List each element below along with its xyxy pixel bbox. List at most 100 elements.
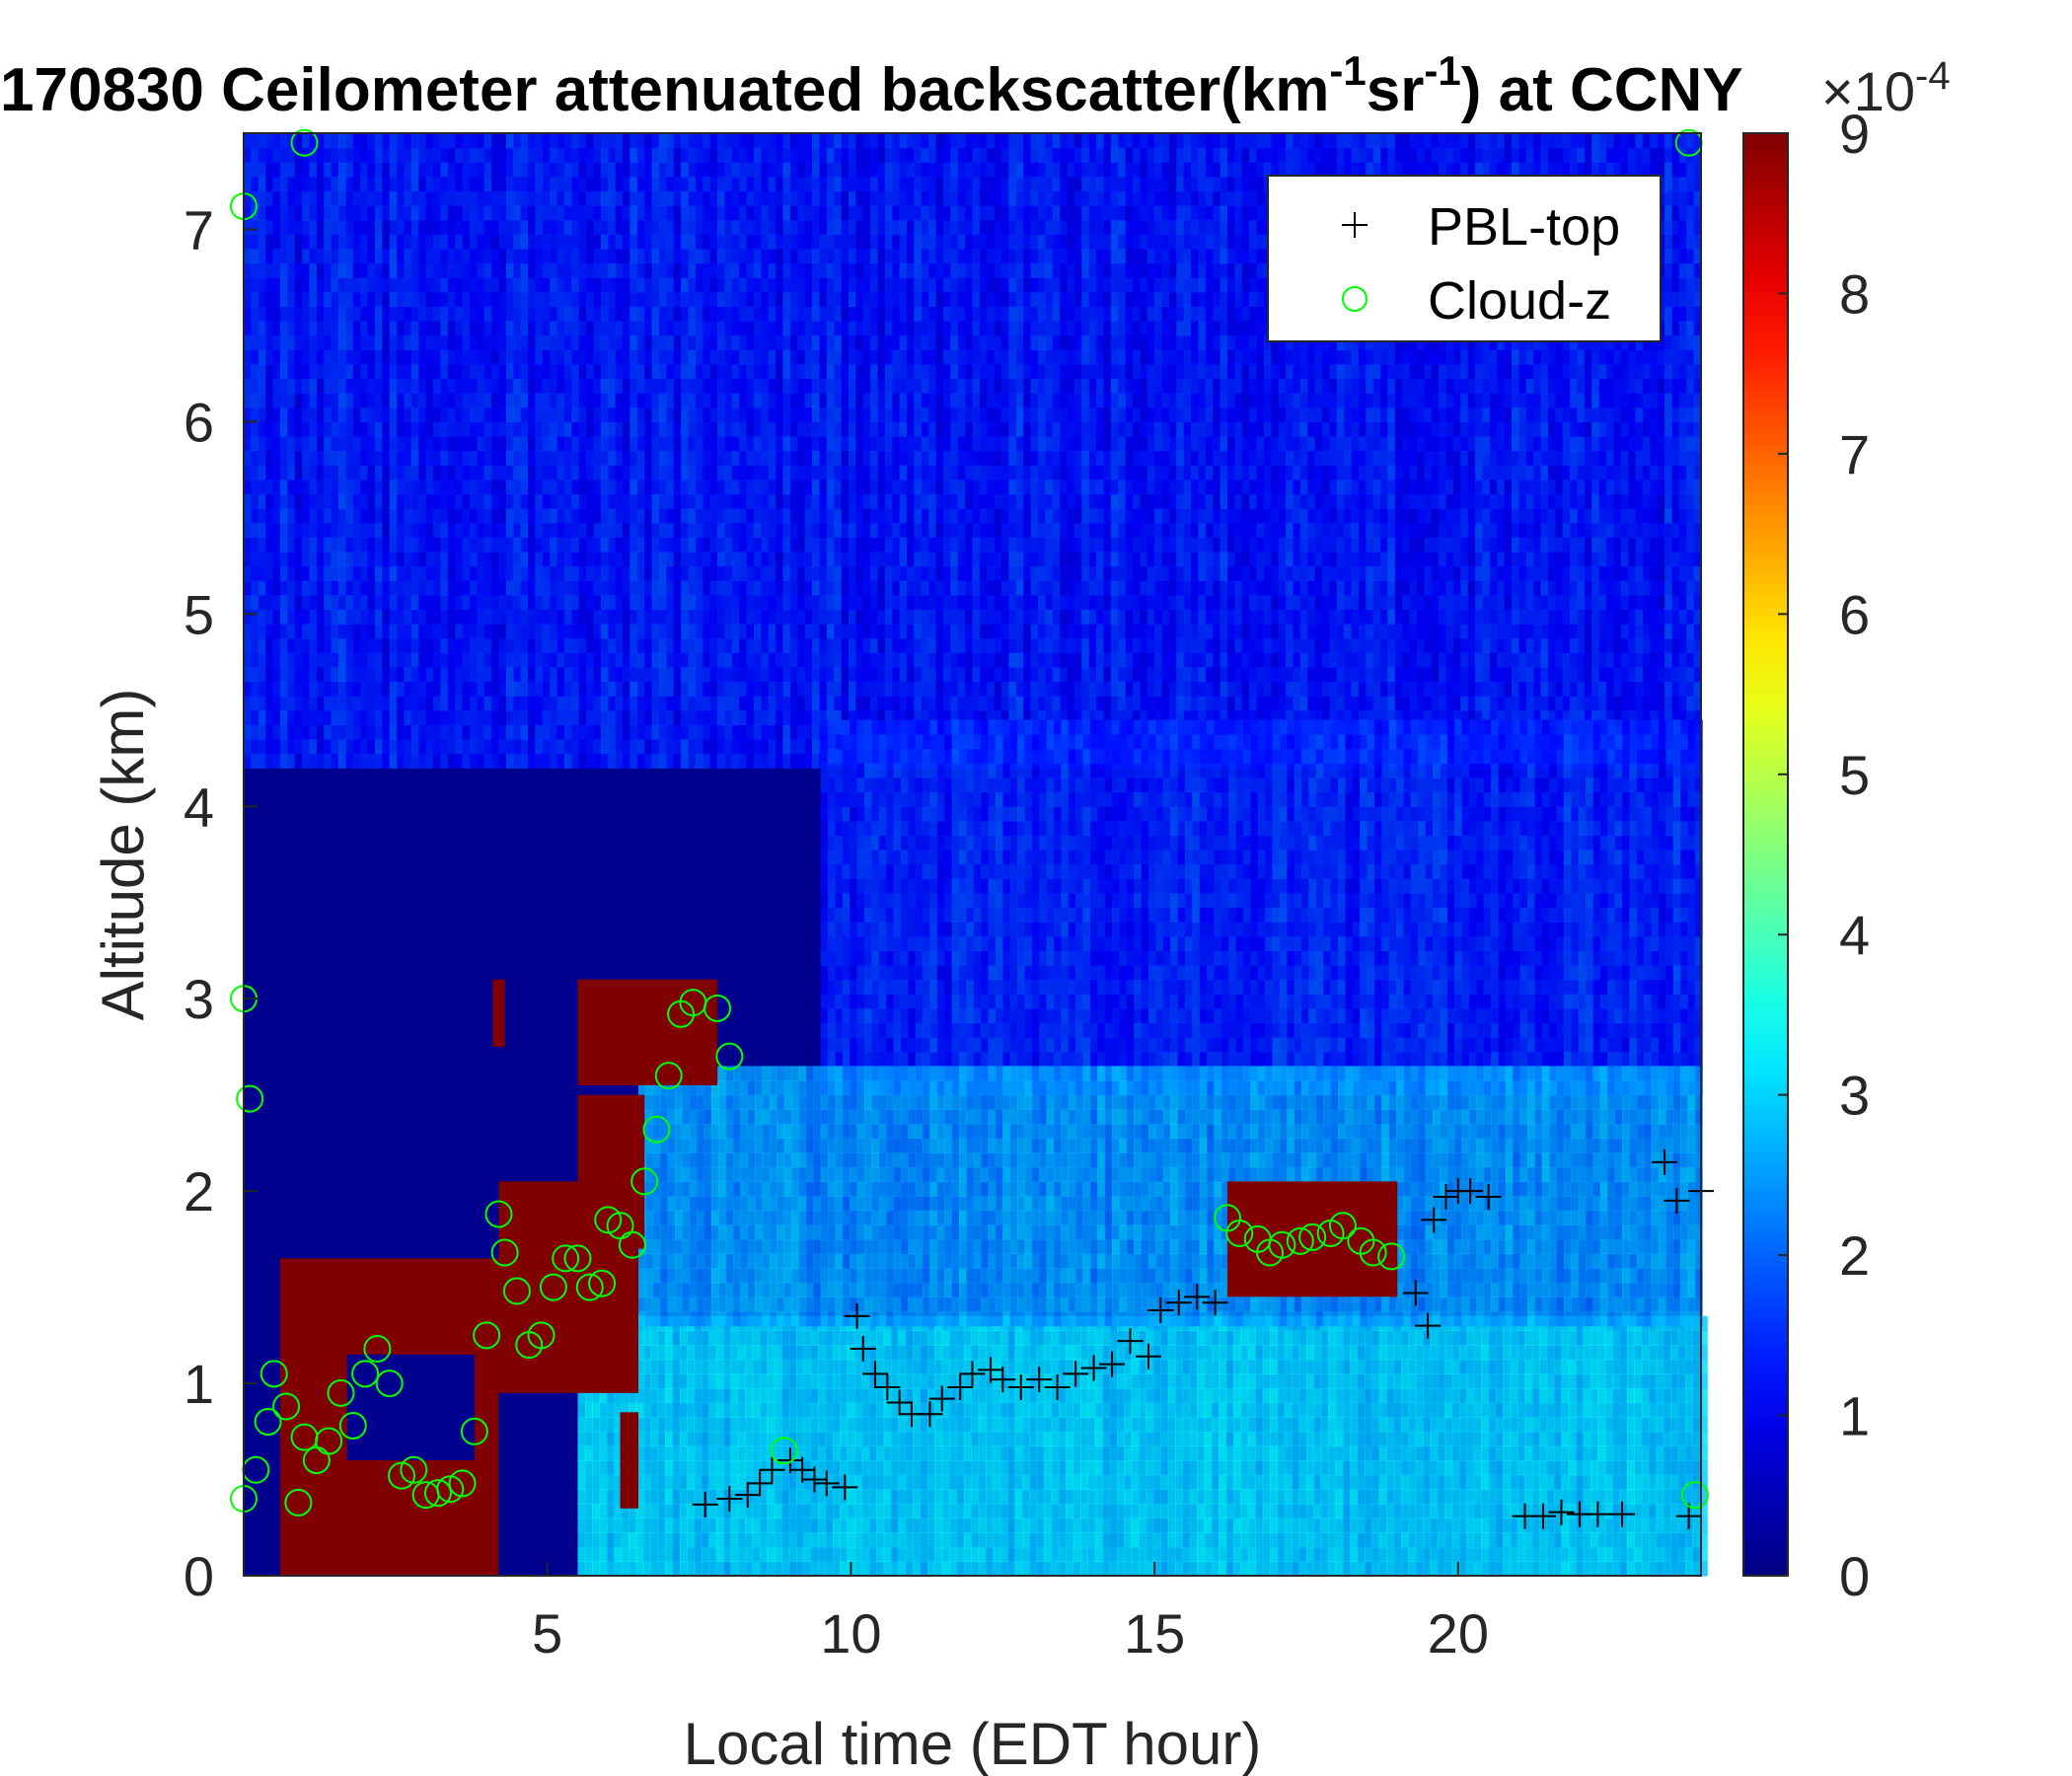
heatmap-cell xyxy=(397,637,406,653)
heatmap-cell xyxy=(812,594,820,610)
heatmap-cell xyxy=(979,378,988,394)
heatmap-cell xyxy=(556,580,565,596)
heatmap-cell xyxy=(1045,537,1054,553)
heatmap-cell xyxy=(1052,552,1061,567)
heatmap-cell xyxy=(703,349,711,365)
heatmap-cell xyxy=(571,363,580,380)
heatmap-cell xyxy=(563,249,572,264)
heatmap-cell xyxy=(397,277,406,293)
heatmap-cell xyxy=(644,479,653,495)
heatmap-cell xyxy=(1008,508,1017,524)
heatmap-cell xyxy=(965,147,974,163)
heatmap-cell xyxy=(1052,709,1061,725)
heatmap-cell xyxy=(812,176,820,192)
heatmap-cell xyxy=(244,709,252,725)
heatmap-cell xyxy=(695,334,703,350)
heatmap-cell xyxy=(834,378,843,394)
heatmap-cell xyxy=(666,537,675,553)
heatmap-cell xyxy=(615,508,624,524)
heatmap-cell xyxy=(907,334,915,350)
heatmap-cell xyxy=(345,537,354,553)
heatmap-cell xyxy=(578,219,587,235)
heatmap-cell xyxy=(841,262,850,278)
heatmap-cell xyxy=(374,407,383,422)
heatmap-cell xyxy=(556,624,565,639)
heatmap-cell xyxy=(972,334,981,350)
heatmap-cell xyxy=(724,465,733,481)
heatmap-cell xyxy=(819,176,828,192)
heatmap-cell xyxy=(279,724,288,740)
heatmap-cell xyxy=(258,321,266,336)
heatmap-cell xyxy=(440,393,449,408)
heatmap-cell xyxy=(782,133,791,149)
heatmap-cell xyxy=(528,147,536,163)
heatmap-cell xyxy=(892,205,901,221)
heatmap-cell xyxy=(921,666,929,683)
heatmap-cell xyxy=(367,652,376,668)
heatmap-cell xyxy=(673,666,682,683)
heatmap-cell xyxy=(498,147,507,163)
heatmap-cell xyxy=(797,552,806,567)
heatmap-cell xyxy=(374,291,383,307)
heatmap-cell xyxy=(309,450,318,466)
heatmap-cell xyxy=(556,465,565,481)
heatmap-cell xyxy=(629,363,638,380)
heatmap-cell xyxy=(528,465,536,481)
heatmap-cell xyxy=(943,522,951,538)
heatmap-cell xyxy=(520,508,529,524)
heatmap-cell xyxy=(1052,624,1061,639)
heatmap-cell xyxy=(1001,249,1009,264)
heatmap-cell xyxy=(455,349,464,365)
heatmap-cell xyxy=(535,637,544,653)
heatmap-cell xyxy=(709,162,718,178)
heatmap-cell xyxy=(688,133,697,149)
heatmap-cell xyxy=(608,249,617,264)
heatmap-cell xyxy=(520,321,529,336)
heatmap-cell xyxy=(746,479,755,495)
heatmap-cell xyxy=(717,537,725,553)
heatmap-cell xyxy=(455,508,464,524)
heatmap-cell xyxy=(1060,652,1069,668)
heatmap-cell xyxy=(258,450,266,466)
heatmap-cell xyxy=(324,249,333,264)
heatmap-cell xyxy=(265,594,274,610)
heatmap-cell xyxy=(302,321,311,336)
heatmap-cell xyxy=(462,666,471,683)
heatmap-cell xyxy=(754,349,762,365)
heatmap-cell xyxy=(1045,652,1054,668)
heatmap-cell xyxy=(520,537,529,553)
heatmap-cell xyxy=(571,522,580,538)
heatmap-cell xyxy=(826,306,835,322)
heatmap-cell xyxy=(447,321,456,336)
heatmap-cell xyxy=(1030,594,1039,610)
heatmap-cell xyxy=(703,291,711,307)
heatmap-cell xyxy=(819,709,828,725)
heatmap-cell xyxy=(987,624,996,639)
heatmap-cell xyxy=(550,306,558,322)
heatmap-cell xyxy=(251,147,259,163)
heatmap-cell xyxy=(776,436,784,452)
heatmap-cell xyxy=(688,709,697,725)
heatmap-cell xyxy=(761,162,770,178)
heatmap-cell xyxy=(556,349,565,365)
heatmap-cell xyxy=(841,349,850,365)
heatmap-cell xyxy=(688,681,697,697)
heatmap-cell xyxy=(754,609,762,625)
heatmap-cell xyxy=(1023,306,1032,322)
heatmap-cell xyxy=(600,666,609,683)
heatmap-cell xyxy=(789,479,798,495)
heatmap-cell xyxy=(571,334,580,350)
heatmap-cell xyxy=(244,349,252,365)
heatmap-cell xyxy=(797,234,806,250)
heatmap-cell xyxy=(404,162,412,178)
heatmap-cell xyxy=(899,537,908,553)
heatmap-cell xyxy=(418,508,427,524)
heatmap-cell xyxy=(331,709,339,725)
heatmap-cell xyxy=(731,565,740,581)
heatmap-cell xyxy=(520,133,529,149)
heatmap-cell xyxy=(404,594,412,610)
heatmap-cell xyxy=(309,249,318,264)
heatmap-cell xyxy=(804,594,813,610)
heatmap-cell xyxy=(316,637,325,653)
heatmap-cell xyxy=(731,652,740,668)
